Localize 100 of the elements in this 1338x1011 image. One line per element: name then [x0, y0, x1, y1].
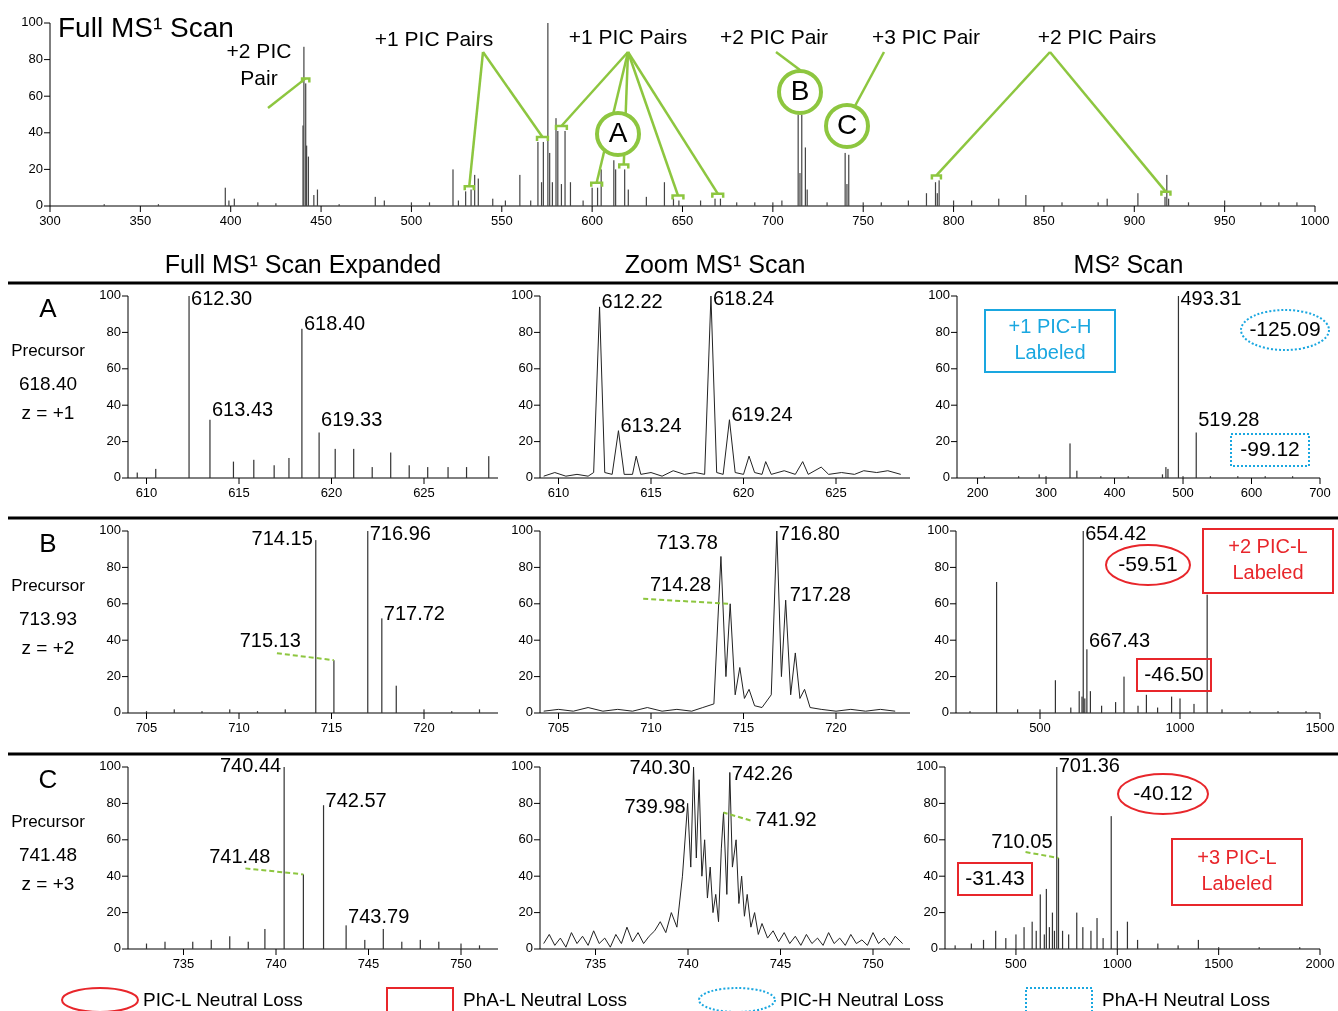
- x-tick-label: 705: [135, 720, 158, 735]
- annotation: 716.96: [369, 522, 431, 545]
- y-tick-label: 40: [923, 867, 938, 883]
- text: B: [39, 527, 57, 558]
- annotation: +1 PIC-H Labeled: [1008, 315, 1092, 364]
- annotation: 654.42: [1085, 522, 1147, 545]
- x-tick-label: 900: [1123, 213, 1146, 228]
- y-tick-label: 80: [106, 558, 121, 574]
- y-tick-label: 40: [518, 867, 533, 883]
- annotation: 710.05: [991, 830, 1053, 853]
- x-tick-label: 615: [640, 485, 662, 500]
- annotation: -59.51: [1118, 551, 1178, 575]
- annotation: 618.40: [303, 312, 366, 335]
- x-tick-label: 350: [129, 213, 152, 228]
- y-tick-label: 40: [934, 631, 949, 647]
- annotation: +3 PIC-L Labeled: [1197, 846, 1277, 895]
- y-tick-label: 80: [518, 558, 533, 574]
- text: z = +2: [21, 637, 75, 659]
- x-tick-label: 710: [228, 720, 250, 735]
- y-tick-label: 60: [106, 595, 121, 611]
- x-tick-label: 950: [1213, 213, 1236, 228]
- y-tick-label: 60: [106, 831, 121, 847]
- annotation: 714.28: [650, 573, 712, 596]
- y-tick-label: 20: [518, 433, 533, 449]
- annotation: 612.30: [191, 287, 253, 310]
- x-tick-label: 740: [677, 956, 699, 971]
- x-tick-label: 700: [762, 213, 784, 228]
- y-tick-label: 60: [28, 87, 43, 103]
- annotation: 739.98: [624, 794, 686, 817]
- annotation: 618.24: [712, 287, 775, 310]
- text: 713.93: [18, 608, 78, 630]
- annotation: 701.36: [1058, 754, 1120, 777]
- annotation: +2 PIC Pairs: [1037, 24, 1157, 48]
- chart-title: MS² Scan: [1073, 249, 1184, 278]
- x-tick-label: 720: [413, 720, 435, 735]
- x-tick-label: 1500: [1305, 720, 1335, 735]
- annotation: +1 PIC Pairs: [374, 26, 494, 50]
- annotation: -31.43: [965, 865, 1025, 889]
- text: PhA-L Neutral Loss: [463, 989, 628, 1011]
- x-tick-label: 400: [1103, 485, 1126, 500]
- annotation: 741.48: [209, 844, 271, 867]
- annotation: 717.72: [383, 601, 445, 624]
- y-tick-label: 0: [113, 704, 121, 720]
- y-tick-label: 60: [934, 595, 949, 611]
- x-tick-label: 615: [228, 485, 250, 500]
- y-tick-label: 20: [935, 433, 950, 449]
- y-tick-label: 20: [923, 904, 938, 920]
- text: z = +3: [21, 873, 75, 895]
- annotation: 519.28: [1198, 407, 1260, 430]
- annotation: 740.30: [629, 756, 691, 779]
- y-tick-label: 20: [106, 433, 121, 449]
- y-tick-label: 100: [99, 287, 121, 303]
- x-tick-label: 600: [581, 213, 603, 228]
- y-tick-label: 40: [28, 124, 43, 140]
- y-tick-label: 100: [99, 522, 121, 538]
- y-tick-label: 100: [511, 522, 533, 538]
- x-tick-label: 500: [1005, 956, 1027, 971]
- y-tick-label: 20: [934, 668, 949, 684]
- x-tick-label: 1500: [1204, 956, 1234, 971]
- text: PhA-H Neutral Loss: [1102, 989, 1270, 1011]
- x-tick-label: 745: [769, 956, 792, 971]
- x-tick-label: 740: [265, 956, 287, 971]
- y-tick-label: 60: [518, 360, 533, 376]
- x-tick-label: 550: [490, 213, 513, 228]
- y-tick-label: 20: [106, 668, 121, 684]
- y-tick-label: 0: [113, 469, 121, 485]
- y-tick-label: 80: [28, 51, 43, 67]
- x-tick-label: 850: [1033, 213, 1055, 228]
- y-tick-label: 80: [518, 323, 533, 339]
- y-tick-label: 20: [518, 668, 533, 684]
- x-tick-label: 620: [732, 485, 755, 500]
- y-tick-label: 0: [941, 704, 949, 720]
- y-tick-label: 0: [113, 940, 121, 956]
- x-tick-label: 300: [39, 213, 61, 228]
- x-tick-label: 600: [1240, 485, 1263, 500]
- y-tick-label: 60: [106, 360, 121, 376]
- text: 741.48: [18, 844, 78, 866]
- y-tick-label: 100: [511, 287, 533, 303]
- y-tick-label: 60: [923, 831, 938, 847]
- x-tick-label: 300: [1035, 485, 1057, 500]
- text: PIC-L Neutral Loss: [143, 989, 303, 1011]
- y-tick-label: 40: [935, 396, 950, 412]
- y-tick-label: 100: [916, 758, 938, 774]
- x-tick-label: 750: [450, 956, 472, 971]
- y-tick-label: 40: [106, 631, 121, 647]
- y-tick-label: 100: [21, 14, 43, 30]
- annotation: 740.44: [219, 754, 282, 777]
- text: Precursor: [11, 576, 86, 596]
- x-tick-label: 1000: [1102, 956, 1132, 971]
- annotation: 714.15: [251, 527, 313, 550]
- text: A: [39, 292, 58, 323]
- x-tick-label: 200: [966, 485, 989, 500]
- annotation: 715.13: [239, 628, 301, 651]
- annotation: 716.80: [778, 522, 840, 545]
- x-tick-label: 800: [942, 213, 965, 228]
- x-tick-label: 610: [135, 485, 158, 500]
- text: z = +1: [21, 402, 75, 424]
- annotation: +2 PIC-L Labeled: [1228, 535, 1308, 584]
- y-tick-label: 80: [935, 323, 950, 339]
- y-tick-label: 0: [942, 469, 950, 485]
